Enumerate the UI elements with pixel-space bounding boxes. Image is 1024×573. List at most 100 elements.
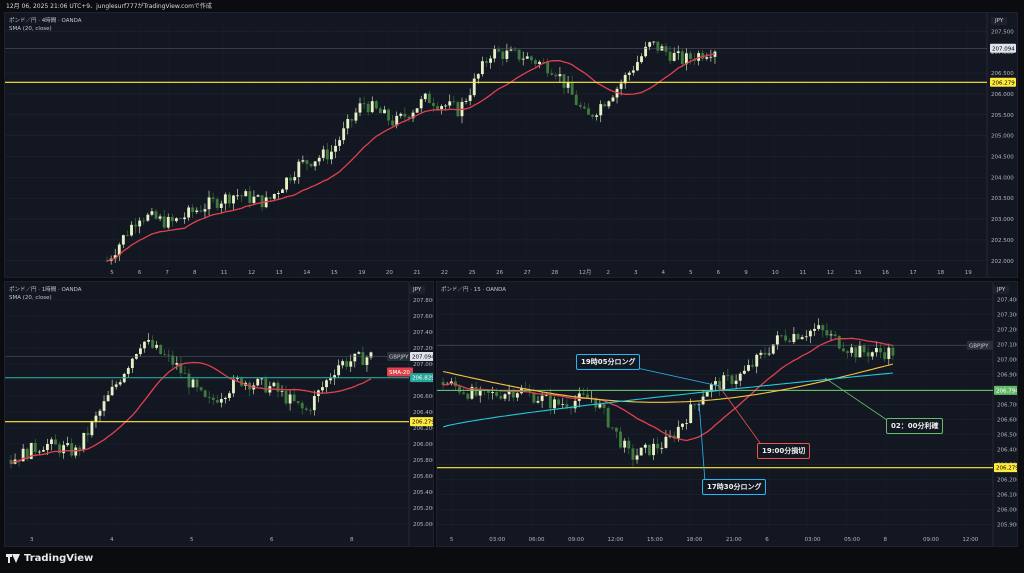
x-tick-label: 05:00 xyxy=(844,537,860,543)
y-tick-label: 206.600 xyxy=(413,394,434,400)
candle-down xyxy=(9,460,13,464)
x-tick-label: 4 xyxy=(110,537,114,543)
candle-up xyxy=(792,333,796,343)
candle-down xyxy=(308,409,312,411)
candle-down xyxy=(458,386,462,393)
x-tick-label: 18 xyxy=(937,270,944,276)
y-tick-label: 207.800 xyxy=(413,298,434,304)
candle-up xyxy=(636,62,639,71)
x-tick-label: 6 xyxy=(717,270,721,276)
candle-up xyxy=(640,56,643,63)
candle-up xyxy=(29,442,33,460)
sma-name-label: SMA-20 xyxy=(389,370,410,376)
symbol-title: ポンド／円 · 15 · OANDA xyxy=(441,287,506,293)
last-price-label: 207.094 xyxy=(412,354,434,360)
candle-down xyxy=(187,373,191,388)
candle-down xyxy=(586,394,589,398)
candle-up xyxy=(472,78,476,96)
candle-down xyxy=(656,443,660,449)
candle-up xyxy=(464,100,468,102)
candle-up xyxy=(874,348,878,353)
candle-down xyxy=(211,397,215,401)
x-tick-label: 3 xyxy=(30,537,34,543)
chart-panel-4h[interactable]: ポンド／円 · 4時間 · OANDA SMA (20, close) 207.… xyxy=(4,12,1018,278)
candle-down xyxy=(821,325,825,331)
candle-up xyxy=(521,58,525,60)
candle-down xyxy=(276,382,280,392)
candle-down xyxy=(532,392,536,403)
candle-down xyxy=(142,220,146,222)
x-tick-label: 2 xyxy=(606,270,610,276)
candle-up xyxy=(544,395,548,397)
candle-up xyxy=(297,161,301,178)
candle-up xyxy=(334,145,337,152)
candle-up xyxy=(664,436,668,448)
candle-down xyxy=(854,347,858,358)
candle-up xyxy=(573,400,577,409)
candle-down xyxy=(171,355,175,365)
candle-down xyxy=(542,61,546,63)
candle-up xyxy=(317,157,321,162)
candle-up xyxy=(660,447,664,449)
y-tick-label: 205.500 xyxy=(991,113,1014,119)
candle-down xyxy=(487,390,490,393)
line-price-label: 206.279 xyxy=(412,420,434,426)
candle-down xyxy=(154,211,158,219)
y-tick-label: 206.100 xyxy=(997,493,1018,499)
candle-down xyxy=(528,390,532,393)
candle-up xyxy=(714,381,717,385)
candle-down xyxy=(215,400,219,403)
candle-down xyxy=(511,391,515,398)
candle-down xyxy=(466,393,470,399)
last-price-label-bg xyxy=(410,351,433,361)
x-tick-label: 5 xyxy=(110,270,114,276)
candle-down xyxy=(305,160,309,164)
candle-down xyxy=(378,108,382,114)
x-tick-label: 03:00 xyxy=(805,537,821,543)
candle-down xyxy=(195,379,199,388)
candle-down xyxy=(162,216,166,228)
candle-down xyxy=(462,392,466,394)
candle-up xyxy=(139,348,142,355)
x-tick-label: 8 xyxy=(884,537,888,543)
candle-up xyxy=(358,103,362,113)
candle-up xyxy=(525,56,529,59)
indicator-label: SMA (20, close) xyxy=(9,295,52,301)
chart-panel-1h[interactable]: ポンド／円 · 1時間 · OANDA SMA (20, close) 207.… xyxy=(4,281,434,547)
candle-down xyxy=(86,432,90,436)
candle-down xyxy=(25,448,29,460)
candle-up xyxy=(21,448,25,462)
footer xyxy=(0,549,1024,573)
line-price-label: 206.279 xyxy=(992,80,1015,86)
candle-down xyxy=(780,335,783,337)
tradingview-logo[interactable]: TradingView xyxy=(6,553,93,564)
candle-up xyxy=(191,379,195,388)
x-tick-label: 9 xyxy=(744,270,748,276)
candle-up xyxy=(444,105,448,107)
candle-down xyxy=(427,93,431,104)
candle-up xyxy=(553,399,556,409)
chart-panel-15m[interactable]: ポンド／円 · 15 · OANDA 207.400 207.300 207.200… xyxy=(436,281,1018,547)
candle-up xyxy=(232,379,235,394)
candle-down xyxy=(289,177,293,181)
candle-up xyxy=(256,195,260,197)
candle-up xyxy=(817,325,821,329)
candle-up xyxy=(449,381,453,384)
candle-down xyxy=(866,352,870,357)
candle-down xyxy=(199,387,203,391)
candle-up xyxy=(644,46,648,57)
sma-name-label-bg xyxy=(387,367,413,377)
last-price-label: 207.094 xyxy=(992,46,1015,52)
candle-up xyxy=(509,49,513,51)
candle-up xyxy=(114,384,118,387)
x-tick-label: 6 xyxy=(765,537,769,543)
candle-down xyxy=(763,352,767,355)
candle-down xyxy=(664,46,668,52)
candle-up xyxy=(82,432,86,450)
candle-down xyxy=(170,216,174,222)
candle-down xyxy=(693,404,697,406)
candle-down xyxy=(284,390,288,404)
x-tick-label: 4 xyxy=(662,270,666,276)
y-tick-label: 206.600 xyxy=(997,418,1018,424)
candle-up xyxy=(158,216,162,219)
